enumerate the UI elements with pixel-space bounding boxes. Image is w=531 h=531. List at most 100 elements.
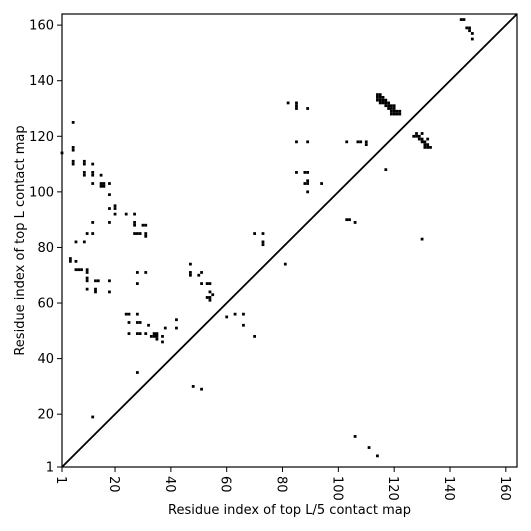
contact-point xyxy=(102,184,106,188)
contact-point xyxy=(426,143,430,147)
contact-point xyxy=(91,415,95,419)
contact-point xyxy=(99,173,103,177)
contact-point xyxy=(225,315,229,319)
contact-point xyxy=(94,279,97,283)
contact-point xyxy=(389,107,393,110)
contact-point xyxy=(133,232,136,235)
contact-point xyxy=(381,95,385,99)
contact-point xyxy=(141,223,145,227)
contact-point xyxy=(392,109,396,113)
contact-point xyxy=(420,237,424,241)
contact-point xyxy=(211,293,215,297)
contact-point xyxy=(152,332,156,335)
contact-point xyxy=(253,232,256,235)
contact-point xyxy=(152,334,156,338)
contact-point xyxy=(376,98,379,102)
contact-point xyxy=(417,134,421,138)
contact-point xyxy=(108,221,111,224)
contact-point xyxy=(208,296,212,299)
contact-point xyxy=(189,262,192,266)
contact-point xyxy=(108,290,111,294)
contact-point xyxy=(144,332,148,335)
contact-point xyxy=(155,332,159,335)
contact-point xyxy=(462,18,466,21)
plot-frame xyxy=(61,13,518,468)
x-tick-label: 40 xyxy=(162,476,177,493)
contact-point xyxy=(205,282,209,285)
y-tick-label: 60 xyxy=(37,297,54,312)
contact-point xyxy=(359,140,363,144)
contact-point xyxy=(378,98,382,102)
contact-point xyxy=(82,162,86,166)
contact-point xyxy=(144,223,148,227)
contact-point xyxy=(155,334,159,338)
contact-point xyxy=(99,184,103,188)
x-tick-label: 160 xyxy=(497,476,512,501)
contact-point xyxy=(108,193,111,197)
contact-point xyxy=(429,146,432,149)
contact-point xyxy=(233,312,237,316)
contact-point xyxy=(376,454,379,458)
x-axis-label: Residue index of top L/5 contact map xyxy=(168,503,411,518)
contact-point xyxy=(77,268,81,272)
contact-point xyxy=(80,268,83,272)
contact-point xyxy=(155,337,159,341)
contact-point xyxy=(161,340,164,344)
y-tick-label: 80 xyxy=(37,241,54,256)
contact-point xyxy=(295,171,298,174)
contact-point xyxy=(423,140,427,144)
x-tick-label: 100 xyxy=(329,476,344,501)
contact-point xyxy=(127,321,131,324)
contact-point xyxy=(295,104,298,108)
contact-point xyxy=(356,140,360,144)
contact-point xyxy=(133,223,136,227)
contact-point xyxy=(200,282,203,285)
contact-point xyxy=(295,101,298,105)
contact-point xyxy=(68,257,72,260)
y-tick-label: 100 xyxy=(29,185,54,200)
contact-point xyxy=(133,221,136,224)
contact-point xyxy=(387,104,390,108)
contact-point xyxy=(71,146,75,149)
contact-point xyxy=(91,182,95,185)
contact-point xyxy=(378,93,382,96)
x-axis: 1 20 40 60 80 100 120 140 160 xyxy=(53,467,512,501)
contact-point xyxy=(85,276,89,280)
contact-point xyxy=(306,140,310,144)
contact-point xyxy=(85,279,89,283)
x-tick-label: 60 xyxy=(218,476,233,493)
contact-point xyxy=(147,323,150,327)
contact-point xyxy=(470,37,474,41)
contact-point xyxy=(200,271,203,274)
contact-point xyxy=(71,121,75,124)
contact-point xyxy=(364,143,368,147)
diagonal-line xyxy=(61,13,518,468)
contact-point xyxy=(459,18,463,21)
contact-point xyxy=(91,162,95,166)
contact-point xyxy=(398,112,402,116)
contact-point xyxy=(465,26,469,30)
contact-point xyxy=(189,273,192,277)
contact-point xyxy=(108,182,111,185)
contact-point xyxy=(127,332,131,335)
contact-point xyxy=(102,182,106,185)
contact-point xyxy=(85,271,89,274)
contact-point xyxy=(395,112,399,116)
contact-point xyxy=(381,98,385,102)
x-tick-label: 80 xyxy=(274,476,289,493)
contact-point xyxy=(74,268,78,272)
contact-point xyxy=(124,212,128,216)
contact-point xyxy=(353,435,357,438)
contact-point xyxy=(144,232,148,235)
contact-point xyxy=(423,146,427,149)
contact-point xyxy=(295,107,298,110)
y-axis-label: Residue index of top L contact map xyxy=(13,125,28,355)
contact-point xyxy=(303,182,307,185)
contact-point xyxy=(320,182,323,185)
contact-point xyxy=(149,334,153,338)
contact-point xyxy=(389,104,393,108)
contact-point xyxy=(392,104,396,108)
contact-point xyxy=(91,171,95,174)
contact-point xyxy=(82,171,86,174)
contact-point xyxy=(85,268,89,272)
